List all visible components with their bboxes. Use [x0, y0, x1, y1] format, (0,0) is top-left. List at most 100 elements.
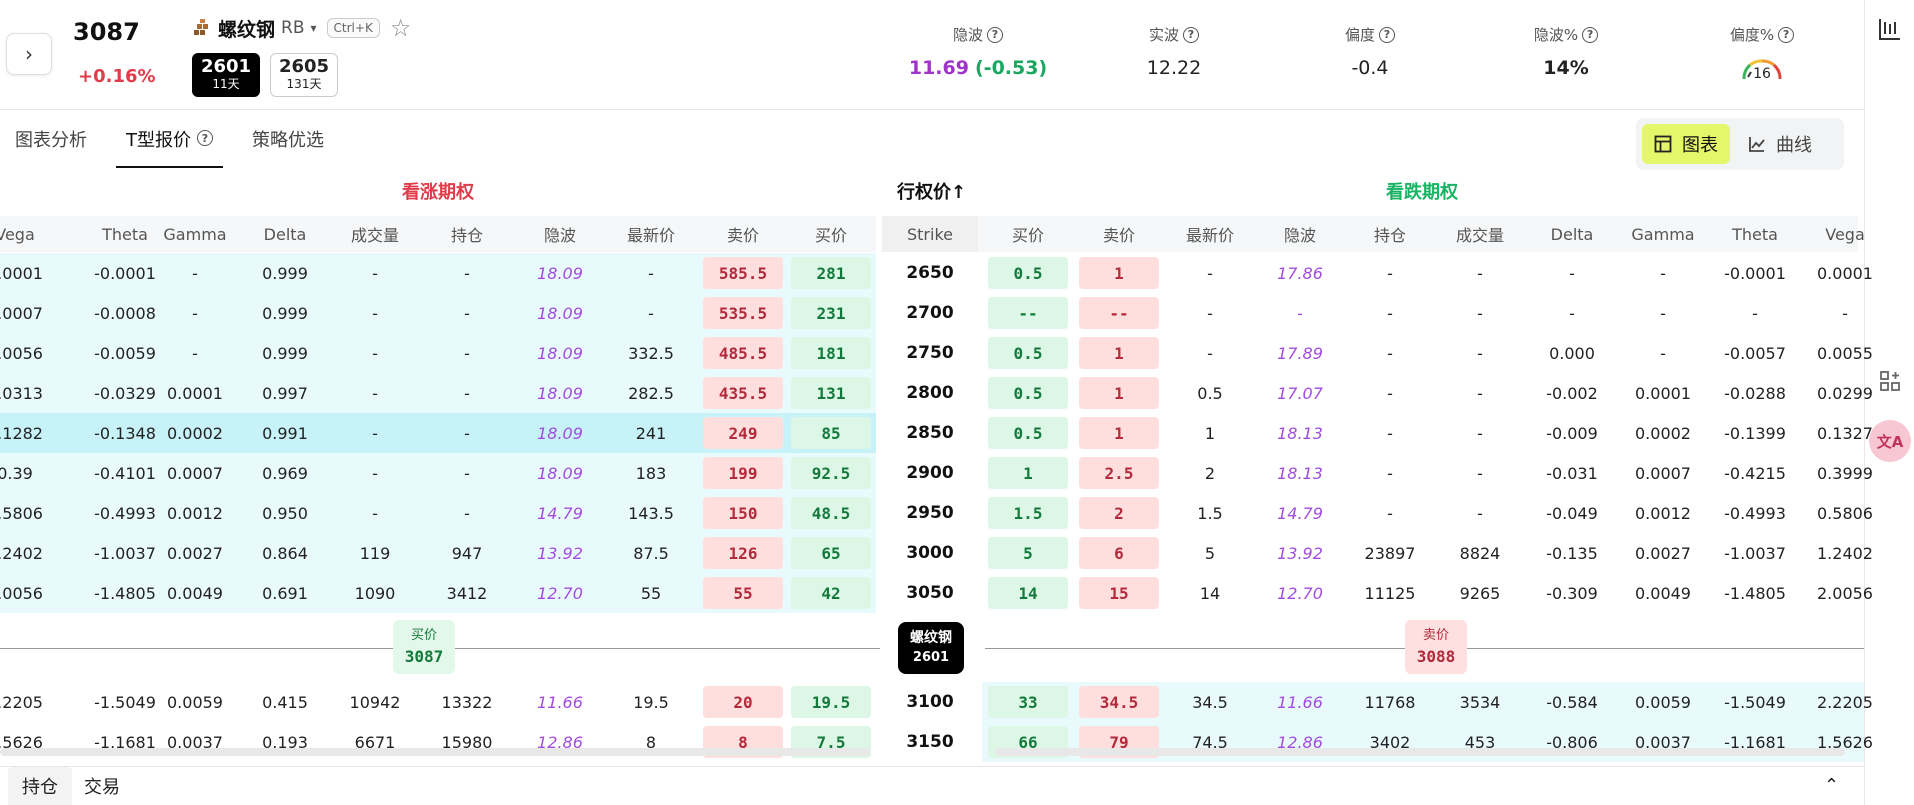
call-bid[interactable]: 48.5	[791, 497, 871, 529]
put-ask[interactable]: 1	[1079, 417, 1159, 449]
table-view-button[interactable]: 图表	[1642, 124, 1730, 164]
strike-price: 2950	[906, 503, 954, 523]
put-header-gamma[interactable]: Gamma	[1631, 224, 1695, 244]
tab-chart-analysis[interactable]: 图表分析	[0, 120, 102, 168]
put-bid[interactable]: 0.5	[988, 377, 1068, 409]
contract-tab-2601[interactable]: 2601 11天	[192, 53, 260, 97]
call-header-ask[interactable]: 卖价	[726, 226, 759, 245]
call-bid[interactable]: 231	[791, 297, 871, 329]
put-bid[interactable]: 5	[988, 537, 1068, 569]
put-gamma: 0.0049	[1635, 583, 1691, 603]
call-ask[interactable]: 199	[703, 457, 783, 489]
put-header-iv[interactable]: 隐波	[1283, 226, 1316, 245]
apps-icon[interactable]	[1875, 366, 1905, 396]
put-horizontal-scrollbar[interactable]	[995, 748, 1845, 756]
expand-sidebar-button[interactable]: ›	[6, 33, 52, 75]
option-row[interactable]: 0.39 -0.4101 0.0007 0.969 - - 18.09 183 199 92.5 2…	[0, 453, 1873, 493]
put-bid[interactable]: 0.5	[988, 337, 1068, 369]
put-ask[interactable]: 2	[1079, 497, 1159, 529]
put-header-bid[interactable]: 买价	[1011, 226, 1044, 245]
help-icon[interactable]: ?	[1778, 26, 1795, 43]
star-icon[interactable]: ☆	[389, 14, 412, 42]
put-ask[interactable]: 15	[1079, 577, 1159, 609]
call-bid[interactable]: 181	[791, 337, 871, 369]
contract-tab-2605[interactable]: 2605 131天	[270, 53, 338, 97]
put-ask[interactable]: 6	[1079, 537, 1159, 569]
call-bid[interactable]: 92.5	[791, 457, 871, 489]
call-header-theta[interactable]: Theta	[102, 224, 148, 244]
call-ask[interactable]: 535.5	[703, 297, 783, 329]
put-bid[interactable]: 33	[988, 686, 1068, 718]
strike-header[interactable]: Strike	[907, 224, 953, 244]
call-horizontal-scrollbar[interactable]	[0, 748, 870, 756]
put-header-vega[interactable]: Vega	[1825, 224, 1865, 244]
chevron-up-icon[interactable]: ⌃	[1824, 775, 1840, 796]
call-ask[interactable]: 435.5	[703, 377, 783, 409]
put-header-last[interactable]: 最新价	[1185, 226, 1234, 245]
call-header-last[interactable]: 最新价	[626, 226, 675, 245]
option-row[interactable]: 0.0007-0.0008-0.999--18.09-535.52312700-…	[0, 293, 1864, 333]
tab-strategy-select[interactable]: 策略优选	[237, 120, 339, 168]
put-ask[interactable]: 34.5	[1079, 686, 1159, 718]
put-bid[interactable]: 1.5	[988, 497, 1068, 529]
call-header-bid[interactable]: 买价	[814, 226, 847, 245]
help-icon[interactable]: ?	[1183, 26, 1199, 43]
translate-icon[interactable]: 文A	[1869, 420, 1911, 462]
call-ask[interactable]: 585.5	[703, 257, 783, 289]
call-ask[interactable]: 249	[703, 417, 783, 449]
put-ask[interactable]: 1	[1079, 337, 1159, 369]
trade-tab[interactable]: 交易	[84, 777, 120, 798]
call-bid[interactable]: 281	[791, 257, 871, 289]
call-bid[interactable]: 19.5	[791, 686, 871, 718]
put-ask[interactable]: 1	[1079, 377, 1159, 409]
option-row[interactable]: 1.5626-1.16810.00370.19366711598012.8688…	[0, 722, 1873, 762]
call-ask[interactable]: 20	[703, 686, 783, 718]
option-row[interactable]: 1.2402 -1.0037 0.0027 0.864 119 947 13.92 87.5 1…	[0, 533, 1873, 573]
help-icon[interactable]: ?	[197, 130, 213, 146]
product-selector[interactable]: 螺纹钢 RB ▾ Ctrl+K ☆	[192, 14, 411, 42]
call-header-gamma[interactable]: Gamma	[163, 224, 227, 244]
put-bid[interactable]: 1	[988, 457, 1068, 489]
option-row[interactable]: 2.0056 -1.4805 0.0049 0.691 1090 3412 12.70 55 5…	[0, 573, 1873, 613]
call-ask[interactable]: 126	[703, 537, 783, 569]
put-ask[interactable]: --	[1079, 297, 1159, 329]
put-header-delta[interactable]: Delta	[1550, 224, 1594, 244]
call-bid[interactable]: 65	[791, 537, 871, 569]
curve-view-button[interactable]: 曲线	[1736, 124, 1824, 164]
option-row[interactable]: 0.5806 -0.4993 0.0012 0.950 - - 14.79 143.5 1504…	[0, 493, 1873, 533]
call-header-volume[interactable]: 成交量	[350, 226, 399, 245]
option-row[interactable]: 2.2205 -1.5049 0.0059 0.415 10942 13322 11.66 1…	[0, 682, 1873, 722]
sort-arrow-icon[interactable]: ↑	[951, 182, 967, 203]
call-header-open-interest[interactable]: 持仓	[450, 226, 483, 245]
put-bid[interactable]: 0.5	[988, 417, 1068, 449]
call-ask[interactable]: 485.5	[703, 337, 783, 369]
put-ask[interactable]: 1	[1079, 257, 1159, 289]
call-last: 19.5	[633, 692, 669, 712]
help-icon[interactable]: ?	[1582, 26, 1599, 43]
put-bid[interactable]: 0.5	[988, 257, 1068, 289]
call-header-iv[interactable]: 隐波	[543, 226, 576, 245]
put-header-theta[interactable]: Theta	[1732, 224, 1778, 244]
call-bid[interactable]: 42	[791, 577, 871, 609]
option-row[interactable]: 0.0313 -0.0329 0.0001 0.997 - - 18.09 282.5 435.…	[0, 373, 1873, 413]
positions-tab[interactable]: 持仓	[8, 766, 72, 805]
put-bid[interactable]: --	[988, 297, 1068, 329]
help-icon[interactable]: ?	[987, 26, 1003, 43]
put-bid[interactable]: 14	[988, 577, 1068, 609]
option-row[interactable]: 0.0001-0.0001-0.999--18.09-585.528126500…	[0, 253, 1873, 293]
call-header-delta[interactable]: Delta	[263, 224, 307, 244]
call-ask[interactable]: 55	[703, 577, 783, 609]
put-header-open-interest[interactable]: 持仓	[1373, 226, 1406, 245]
call-bid[interactable]: 85	[791, 417, 871, 449]
call-bid[interactable]: 131	[791, 377, 871, 409]
tab-t-quote[interactable]: T型报价?	[116, 120, 223, 168]
help-icon[interactable]: ?	[1379, 26, 1395, 43]
put-ask[interactable]: 2.5	[1079, 457, 1159, 489]
call-header-vega[interactable]: Vega	[0, 224, 35, 244]
put-header-volume[interactable]: 成交量	[1455, 226, 1504, 245]
call-ask[interactable]: 150	[703, 497, 783, 529]
put-header-ask[interactable]: 卖价	[1102, 226, 1135, 245]
chart-panel-icon[interactable]	[1875, 14, 1905, 44]
